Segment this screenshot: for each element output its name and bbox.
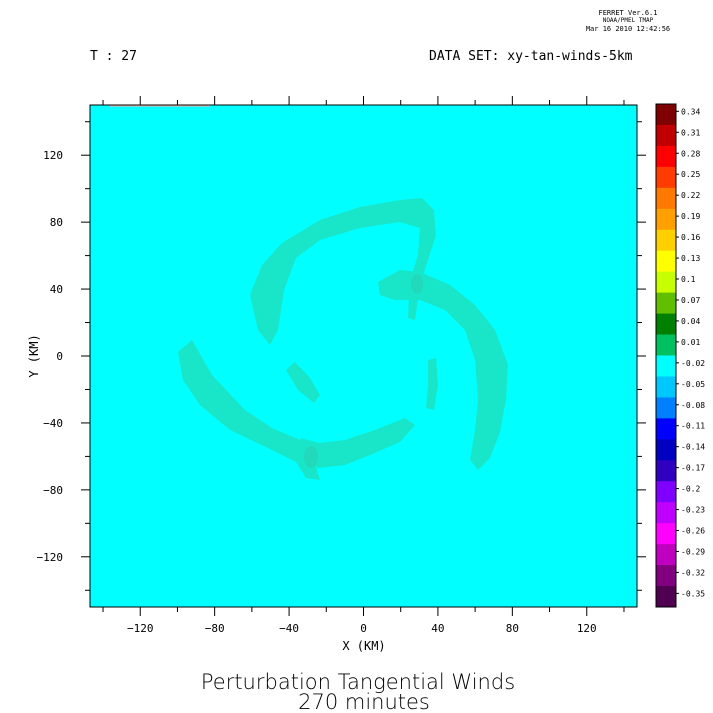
colorbar-label: 0.1	[681, 275, 696, 284]
colorbar-swatch	[656, 104, 676, 126]
colorbar-swatch	[656, 208, 676, 231]
core-lower	[304, 446, 318, 468]
colorbar-label: -0.32	[681, 568, 705, 577]
colorbar-swatch	[656, 460, 676, 482]
spiral-arm-left	[178, 340, 320, 480]
colorbar-frame	[655, 103, 677, 608]
colorbar-label: 0.22	[681, 191, 700, 200]
y-tick-label: −120	[37, 551, 64, 564]
colorbar-swatch	[656, 292, 676, 315]
program-label: FERRET Ver.6.1	[598, 9, 657, 17]
colorbar-swatch	[656, 355, 676, 377]
spiral-arm-upper-left	[250, 198, 436, 345]
colorbar-swatch	[656, 523, 676, 545]
colorbar-swatch	[656, 313, 676, 336]
colorbar-label: -0.14	[681, 443, 705, 452]
colorbar-label: 0.25	[681, 170, 700, 179]
heatmap-area	[89, 104, 638, 608]
core-upper	[411, 274, 423, 294]
colorbar-label: -0.29	[681, 547, 705, 556]
inner-fragment-2	[426, 358, 438, 410]
colorbar-swatch	[656, 229, 676, 252]
colorbar-label: -0.35	[681, 589, 705, 598]
colorbar-label: 0.31	[681, 128, 700, 137]
colorbar-label: -0.26	[681, 527, 705, 536]
colorbar: 0.34 0.31 0.28 0.25 0.22 0.19 0.16 0.13 0.1 0.07 0…	[655, 103, 705, 608]
x-axis: −120 −80 −40 0 40 80 120	[102, 96, 625, 635]
timestamp-label: Mar 16 2010 12:42:56	[586, 25, 670, 33]
colorbar-label: 0.04	[681, 317, 700, 326]
colorbar-swatch	[656, 376, 676, 398]
colorbar-swatch	[656, 565, 676, 587]
colorbar-label: -0.17	[681, 464, 705, 473]
colorbar-label: -0.2	[681, 485, 700, 494]
spiral-arm-right	[378, 270, 508, 470]
inner-fragment	[286, 362, 320, 403]
x-tick-label: −40	[279, 622, 299, 635]
colorbar-swatch	[656, 481, 676, 503]
colorbar-swatch	[656, 145, 676, 168]
y-axis: 120 80 40 0 −40 −80 −120	[37, 121, 646, 591]
y-tick-label: 0	[56, 350, 63, 363]
y-tick-label: −40	[43, 417, 63, 430]
x-tick-label: 80	[506, 622, 519, 635]
y-tick-label: −80	[43, 484, 63, 497]
colorbar-label: 0.13	[681, 254, 700, 263]
colorbar-swatch	[656, 544, 676, 566]
x-tick-label: 120	[577, 622, 597, 635]
dataset-label: DATA SET: xy-tan-winds-5km	[429, 49, 633, 64]
colorbar-swatch	[656, 271, 676, 294]
spiral-arm-bottom	[300, 418, 415, 468]
colorbar-swatch	[656, 166, 676, 189]
colorbar-swatch	[656, 250, 676, 273]
colorbar-label: 0.16	[681, 233, 700, 242]
y-tick-label: 80	[50, 216, 63, 229]
colorbar-swatch	[656, 502, 676, 524]
colorbar-label: 0.28	[681, 149, 700, 158]
colorbar-label: -0.23	[681, 506, 705, 515]
colorbar-label: -0.05	[681, 380, 705, 389]
x-tick-label: −120	[127, 622, 154, 635]
heatmap-background	[90, 105, 637, 607]
y-tick-label: 120	[43, 149, 63, 162]
spiral-cores	[304, 274, 423, 468]
colorbar-label: -0.08	[681, 401, 705, 410]
colorbar-swatch	[656, 187, 676, 210]
y-axis-label: Y (KM)	[27, 334, 41, 377]
colorbar-swatch	[656, 397, 676, 419]
chart-title: Perturbation Tangential Winds	[201, 670, 515, 694]
colorbar-swatch	[656, 586, 676, 608]
colorbar-label: 0.19	[681, 212, 700, 221]
y-tick-label: 40	[50, 283, 63, 296]
x-tick-label: −80	[205, 622, 225, 635]
colorbar-swatch	[656, 334, 676, 356]
colorbar-label: 0.01	[681, 338, 700, 347]
x-axis-label: X (KM)	[342, 639, 385, 653]
time-label: T : 27	[90, 49, 137, 64]
colorbar-label: -0.02	[681, 359, 705, 368]
colorbar-label: -0.11	[681, 422, 705, 431]
colorbar-swatch	[656, 124, 676, 147]
org-label: NOAA/PMEL TMAP	[603, 17, 654, 24]
spiral-features	[178, 198, 508, 480]
colorbar-swatch	[656, 418, 676, 440]
x-tick-label: 0	[360, 622, 367, 635]
colorbar-label: 0.07	[681, 296, 700, 305]
colorbar-swatch	[656, 439, 676, 461]
colorbar-label: 0.34	[681, 107, 700, 116]
x-tick-label: 40	[431, 622, 444, 635]
chart-subtitle: 270 minutes	[298, 690, 430, 713]
